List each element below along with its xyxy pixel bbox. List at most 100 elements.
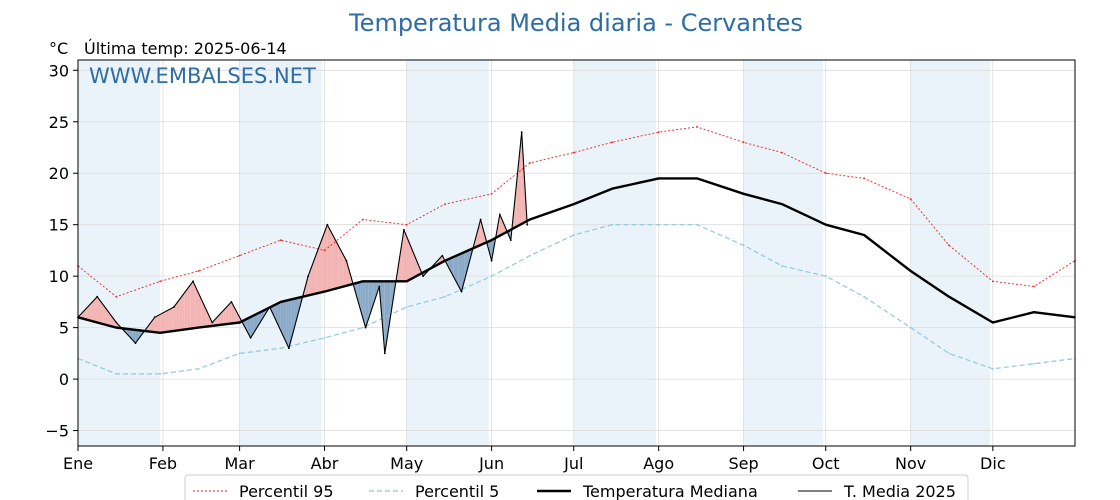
y-tick-label: 5 [59, 319, 69, 338]
series-p5-point [197, 367, 200, 370]
below-median-fill [253, 314, 257, 334]
series-p95-point [781, 151, 783, 154]
below-median-fill [245, 318, 248, 333]
series-median-point [696, 177, 698, 180]
series-p95-point [323, 249, 326, 252]
series-current-point [211, 321, 214, 324]
above-median-fill [340, 250, 344, 288]
series-p5-point [238, 352, 241, 355]
below-median-fill [132, 329, 136, 344]
series-p5-point [362, 326, 364, 329]
above-median-fill [154, 315, 158, 333]
series-p5-point [948, 352, 950, 355]
x-tick-label: Mar [225, 454, 256, 473]
series-current-point [422, 275, 424, 278]
series-current-point [173, 306, 175, 308]
above-median-fill [206, 310, 210, 327]
series-p5-point [279, 347, 282, 350]
series-median-point [657, 177, 660, 180]
series-current-point [345, 259, 348, 262]
above-median-fill [113, 318, 117, 328]
series-p5-point [405, 306, 408, 308]
below-median-fill [297, 297, 300, 318]
x-tick-label: Ago [643, 454, 674, 473]
x-tick-label: Dic [980, 454, 1006, 473]
below-median-fill [261, 310, 265, 321]
above-median-fill [502, 220, 506, 235]
series-median-point [197, 326, 200, 329]
above-median-fill [319, 239, 322, 293]
below-median-fill [294, 298, 298, 328]
above-median-fill [80, 311, 84, 319]
above-median-fill [171, 307, 174, 332]
chart-title: Temperatura Media diaria - Cervantes [348, 9, 803, 37]
series-p95-point [279, 239, 282, 242]
series-median-point [991, 321, 994, 324]
below-median-fill [368, 281, 372, 320]
above-median-fill [88, 302, 92, 322]
series-median-point [863, 234, 865, 236]
above-median-fill [477, 219, 481, 247]
series-current-line [77, 131, 528, 354]
above-median-fill [149, 321, 152, 332]
legend-label-p95: Percentil 95 [239, 482, 334, 500]
above-median-fill [231, 301, 235, 324]
y-tick-label: 20 [49, 164, 69, 183]
series-p95-point [115, 295, 118, 298]
series-p5-point [742, 244, 745, 247]
above-median-fill [173, 303, 177, 331]
watermark: WWW.EMBALSES.NET [89, 64, 316, 88]
series-median-point [115, 326, 118, 329]
above-median-fill [412, 249, 415, 279]
series-current-point [490, 259, 493, 262]
above-median-fill [212, 319, 215, 326]
series-p5-point [323, 337, 326, 339]
series-current-point [441, 254, 444, 257]
above-median-fill [176, 299, 180, 331]
month-band [406, 60, 489, 446]
series-p5-point [529, 254, 531, 257]
above-median-fill [184, 288, 188, 330]
series-median-point [742, 192, 745, 195]
series-p5-point [657, 223, 660, 226]
series-p5-point [991, 367, 994, 370]
series-p5-point [909, 326, 912, 329]
month-band [239, 60, 322, 446]
series-p95-point [611, 141, 613, 144]
series-p95-point [197, 270, 200, 272]
y-axis: −5 0 5 10 15 20 25 30 [45, 61, 78, 441]
x-tick-label: Jun [478, 454, 504, 473]
above-median-fill [338, 245, 341, 288]
series-median-point [1033, 311, 1035, 314]
above-median-fill [409, 243, 413, 280]
below-median-fill [283, 300, 287, 343]
series-current-point [268, 306, 271, 308]
series-median-point [405, 280, 408, 283]
series-current-point [96, 295, 99, 298]
series-median-point [362, 280, 364, 283]
above-median-fill [516, 159, 519, 227]
series-p95-point [863, 177, 865, 180]
series-p5-point [572, 234, 575, 236]
series-p95-point [696, 126, 698, 128]
above-median-fill [329, 229, 333, 291]
x-axis: Ene Feb Mar Abr May Jun Jul Ago Sep Oct Nov Dic [63, 446, 1006, 473]
above-median-fill [160, 312, 163, 333]
below-median-fill [280, 301, 284, 337]
series-current-point [520, 131, 523, 134]
above-median-fill [198, 293, 202, 328]
series-current-point [526, 223, 529, 226]
x-tick-label: Ene [63, 454, 93, 473]
series-p5-point [490, 275, 493, 278]
below-median-fill [447, 258, 451, 272]
above-median-fill [168, 308, 172, 332]
series-current-point [460, 290, 463, 293]
below-median-fill [390, 281, 393, 319]
x-tick-label: Oct [812, 454, 840, 473]
above-median-fill [99, 300, 103, 324]
below-median-fill [466, 249, 470, 272]
y-tick-label: 15 [49, 216, 69, 235]
below-median-fill [258, 311, 262, 325]
legend-label-current: T. Media 2025 [843, 482, 956, 500]
series-p5-point [863, 295, 865, 298]
